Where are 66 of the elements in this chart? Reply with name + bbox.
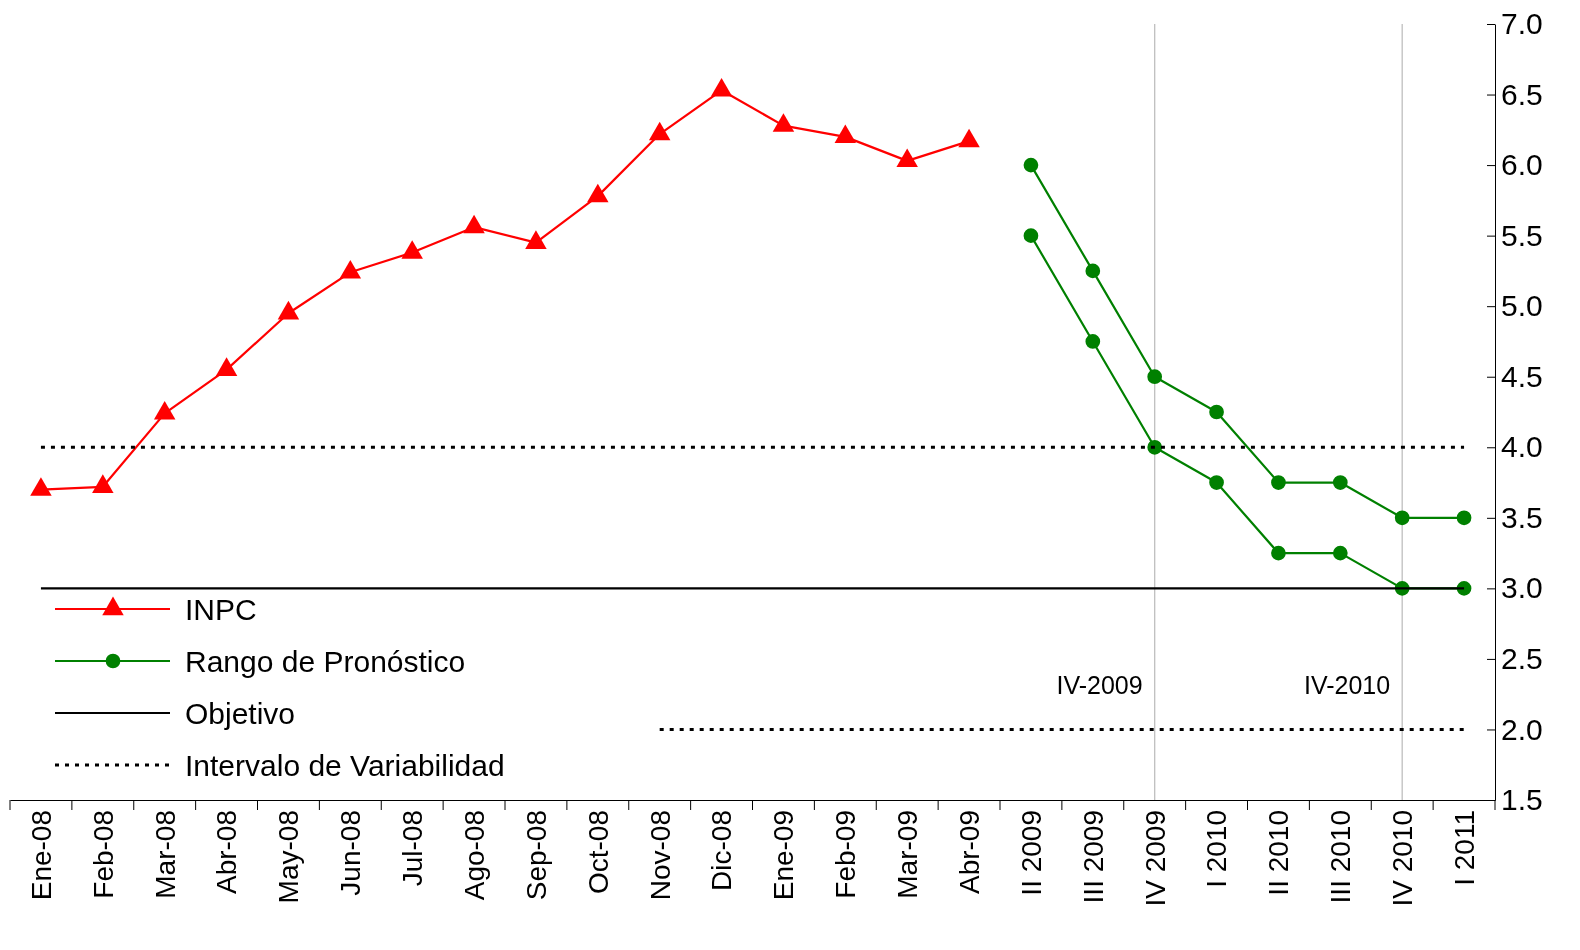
ref-line-label: IV-2009 <box>1056 671 1143 700</box>
x-tick-label: Abr-08 <box>211 810 243 895</box>
x-tick-label: Oct-08 <box>582 810 614 895</box>
x-tick-label: Dic-08 <box>706 810 738 891</box>
x-tick-label: IV 2009 <box>1139 810 1171 907</box>
y-tick-label: 4.0 <box>1501 430 1543 464</box>
point <box>401 240 423 259</box>
x-tick-label: May-08 <box>273 810 305 904</box>
y-tick-label: 2.0 <box>1501 712 1543 746</box>
point <box>1147 369 1163 385</box>
x-tick-label: III 2009 <box>1077 810 1109 904</box>
point <box>772 113 795 132</box>
point <box>1332 475 1348 490</box>
point <box>587 183 609 203</box>
point <box>339 259 362 279</box>
x-tick-label: Abr-09 <box>953 810 985 895</box>
point <box>1209 404 1224 420</box>
point <box>834 124 857 144</box>
point <box>1332 545 1348 561</box>
point <box>277 300 300 320</box>
x-tick-label: II 2009 <box>1015 810 1047 896</box>
y-tick-label: 4.5 <box>1501 359 1543 393</box>
y-tick-label: 5.5 <box>1501 218 1543 252</box>
point <box>896 148 918 168</box>
x-tick-label: I 2011 <box>1448 810 1480 886</box>
x-tick-label: I 2010 <box>1201 810 1233 888</box>
point <box>1271 545 1286 561</box>
point <box>958 128 980 148</box>
y-tick-label: 6.5 <box>1501 77 1543 111</box>
y-tick-label: 3.0 <box>1501 571 1543 605</box>
legend-label: Rango de Pronóstico <box>185 644 466 678</box>
point <box>525 230 547 249</box>
ref-line-label: IV-2010 <box>1304 671 1391 700</box>
y-tick-label: 5.0 <box>1501 289 1543 323</box>
y-tick-label: 6.0 <box>1501 148 1543 182</box>
y-tick-label: 3.5 <box>1501 500 1543 534</box>
x-tick-label: Mar-09 <box>891 810 923 899</box>
point <box>1271 475 1286 490</box>
y-tick-label: 2.5 <box>1501 642 1543 676</box>
x-tick-label: III 2010 <box>1325 810 1357 904</box>
x-tick-label: Ene-08 <box>25 810 57 901</box>
y-tick-label: 7.0 <box>1501 7 1543 41</box>
legend-label: Objetivo <box>185 696 296 730</box>
x-tick-label: Jul-08 <box>396 810 428 887</box>
point <box>1209 475 1224 490</box>
point <box>1394 510 1410 526</box>
point <box>215 357 238 376</box>
x-tick-label: II 2010 <box>1263 810 1295 896</box>
x-tick-label: Ago-08 <box>458 810 490 901</box>
point <box>463 214 485 234</box>
x-tick-label: Ene-09 <box>768 810 800 901</box>
x-tick-label: IV 2010 <box>1386 810 1418 907</box>
point <box>153 401 176 420</box>
point <box>1456 510 1472 526</box>
point <box>710 77 733 97</box>
legend-label: INPC <box>185 592 257 626</box>
point <box>648 121 671 141</box>
legend-label: Intervalo de Variabilidad <box>185 748 505 782</box>
point <box>1085 334 1101 349</box>
x-tick-label: Sep-08 <box>520 810 552 901</box>
x-tick-label: Jun-08 <box>335 810 367 896</box>
x-tick-label: Feb-09 <box>830 810 862 899</box>
x-tick-label: Nov-08 <box>644 810 676 901</box>
x-tick-label: Mar-08 <box>149 810 181 899</box>
y-tick-label: 1.5 <box>1501 783 1543 817</box>
x-tick-label: Feb-08 <box>87 810 119 899</box>
